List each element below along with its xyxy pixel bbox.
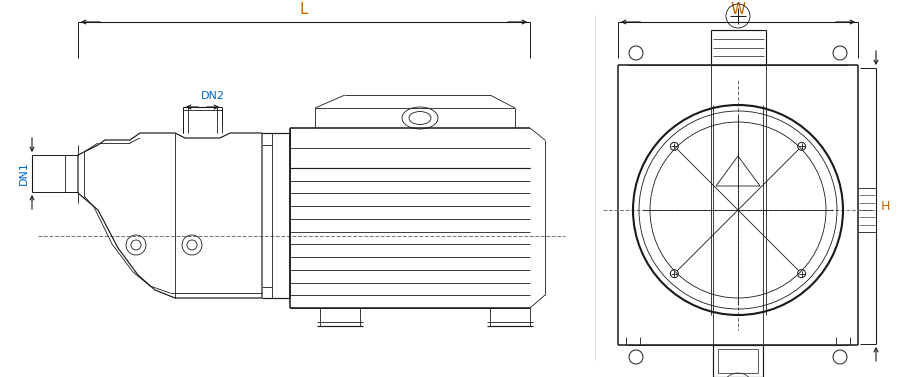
Text: DN2: DN2: [201, 91, 224, 101]
Text: H: H: [881, 199, 890, 213]
Text: W: W: [730, 2, 746, 17]
Text: DN1: DN1: [19, 162, 29, 185]
Text: L: L: [300, 2, 309, 17]
